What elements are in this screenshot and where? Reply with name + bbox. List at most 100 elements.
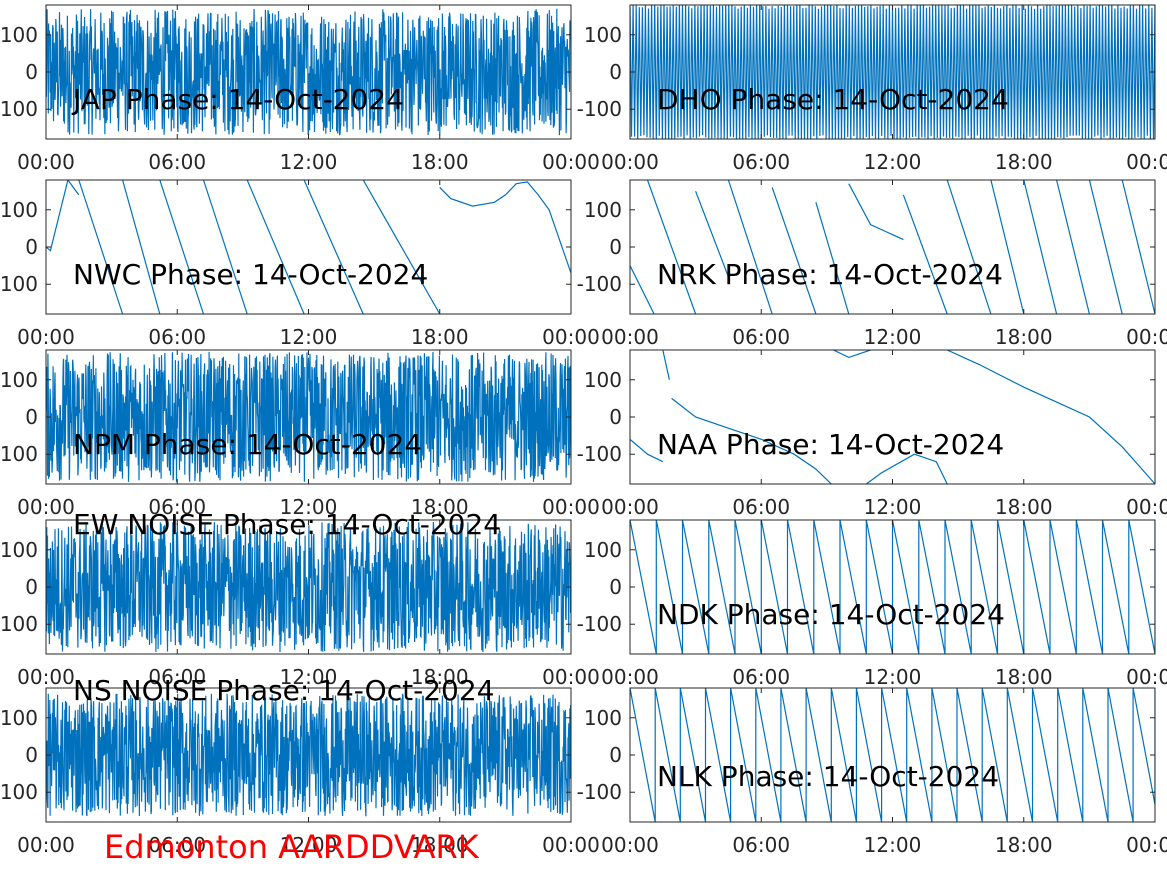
y-tick-label: 0: [609, 575, 622, 599]
x-tick-label: 00:00: [17, 833, 75, 857]
phase-panel-5: 100 0 -100 00:00 06:00 12:00 18:00 00:00 NPM Pha…: [0, 349, 600, 519]
x-tick-label: 06:00: [148, 665, 206, 689]
axes-box: [45, 179, 572, 315]
y-tick-label: 100: [0, 198, 38, 222]
x-tick-label: 00:00: [17, 150, 75, 174]
panel-title: NS NOISE Phase: 14-Oct-2024: [73, 674, 494, 707]
x-tick-label: 18:00: [995, 150, 1053, 174]
x-tick-label: 12:00: [864, 665, 922, 689]
phase-panel-3: 100 0 -100 00:00 06:00 12:00 18:00 00:00 NWC Pha…: [0, 179, 600, 349]
x-tick-label: 00:00: [542, 495, 600, 519]
x-tick-label: 00:00: [1126, 325, 1167, 349]
x-tick-label: 00:00: [1126, 150, 1167, 174]
y-tick-label: 0: [25, 405, 38, 429]
x-tick-label: 06:00: [732, 495, 790, 519]
x-tick-label: 06:00: [148, 495, 206, 519]
phase-series-line: [630, 180, 1155, 314]
x-tick-label: 00:00: [601, 833, 659, 857]
x-tick-label: 06:00: [732, 150, 790, 174]
y-tick-label: 0: [609, 743, 622, 767]
y-tick-label: -100: [0, 780, 38, 804]
x-tick-label: 12:00: [280, 325, 338, 349]
panel-title: DHO Phase: 14-Oct-2024: [657, 83, 1009, 116]
x-tick-label: 12:00: [864, 495, 922, 519]
phase-series-line: [630, 520, 1155, 654]
phase-panel-7: 100 0 -100 00:00 06:00 12:00 18:00 00:00 EW NOIS…: [0, 508, 600, 689]
phase-panel-10: 100 0 -100 00:00 06:00 12:00 18:00 00:00 NLK Pha…: [577, 687, 1167, 857]
panel-title: NWC Phase: 14-Oct-2024: [73, 258, 428, 291]
phase-series-line: [46, 180, 571, 314]
x-tick-label: 00:00: [1126, 833, 1167, 857]
x-tick-label: 18:00: [995, 833, 1053, 857]
y-tick-label: -100: [577, 97, 622, 121]
y-tick-label: 100: [584, 198, 622, 222]
x-tick-label: 18:00: [411, 833, 469, 857]
x-tick-label: 00:00: [542, 665, 600, 689]
phase-series-line: [46, 8, 571, 136]
y-tick-label: 0: [25, 743, 38, 767]
x-tick-label: 12:00: [864, 150, 922, 174]
x-tick-label: 06:00: [732, 833, 790, 857]
y-tick-label: 100: [584, 706, 622, 730]
phase-panel-2: 100 0 -100 00:00 06:00 12:00 18:00 00:00 DHO Pha…: [577, 4, 1167, 174]
axes-box: [629, 349, 1156, 485]
phase-panel-1: 100 0 -100 00:00 06:00 12:00 18:00 00:00 JAP Pha…: [0, 4, 600, 174]
panel-title: NDK Phase: 14-Oct-2024: [657, 598, 1005, 631]
y-tick-label: -100: [0, 272, 38, 296]
phase-series-line: [630, 5, 1155, 139]
axes-box: [629, 179, 1156, 315]
y-tick-label: 100: [584, 368, 622, 392]
phase-series-line: [46, 521, 571, 653]
x-tick-label: 00:00: [17, 325, 75, 349]
x-tick-label: 06:00: [148, 150, 206, 174]
y-tick-label: 100: [0, 538, 38, 562]
x-tick-label: 00:00: [17, 665, 75, 689]
y-tick-label: 0: [25, 575, 38, 599]
x-tick-label: 18:00: [411, 325, 469, 349]
x-tick-label: 06:00: [148, 833, 206, 857]
y-tick-label: 0: [609, 60, 622, 84]
x-tick-label: 12:00: [864, 325, 922, 349]
x-tick-label: 00:00: [601, 150, 659, 174]
phase-panel-4: 100 0 -100 00:00 06:00 12:00 18:00 00:00 NRK Pha…: [577, 179, 1167, 349]
x-tick-label: 00:00: [542, 150, 600, 174]
panel-title: NLK Phase: 14-Oct-2024: [657, 760, 999, 793]
panel-title: NPM Phase: 14-Oct-2024: [73, 428, 422, 461]
y-tick-label: -100: [577, 442, 622, 466]
x-tick-label: 12:00: [280, 833, 338, 857]
x-tick-label: 18:00: [411, 665, 469, 689]
panel-title: JAP Phase: 14-Oct-2024: [71, 83, 404, 116]
x-tick-label: 12:00: [280, 665, 338, 689]
x-tick-label: 18:00: [411, 495, 469, 519]
phase-panel-6: 100 0 -100 00:00 06:00 12:00 18:00 00:00 NAA Pha…: [577, 349, 1167, 519]
panel-title: NAA Phase: 14-Oct-2024: [657, 428, 1004, 461]
y-tick-label: 100: [584, 538, 622, 562]
x-tick-label: 06:00: [732, 325, 790, 349]
y-tick-label: 100: [0, 368, 38, 392]
x-tick-label: 18:00: [995, 325, 1053, 349]
x-tick-label: 12:00: [864, 833, 922, 857]
phase-series-line: [46, 351, 571, 483]
x-tick-label: 18:00: [995, 665, 1053, 689]
x-tick-label: 12:00: [280, 495, 338, 519]
y-tick-label: -100: [0, 612, 38, 636]
station-label: Edmonton AARDDVARK: [104, 828, 479, 866]
x-tick-label: 00:00: [601, 665, 659, 689]
phase-series-line: [630, 350, 1155, 484]
x-tick-label: 00:00: [1126, 495, 1167, 519]
y-tick-label: -100: [577, 612, 622, 636]
y-tick-label: 100: [584, 23, 622, 47]
x-tick-label: 00:00: [17, 495, 75, 519]
y-tick-label: 0: [25, 60, 38, 84]
phase-series-line: [630, 688, 1155, 822]
y-tick-label: 100: [0, 23, 38, 47]
x-tick-label: 00:00: [542, 325, 600, 349]
x-tick-label: 06:00: [148, 325, 206, 349]
x-tick-label: 18:00: [411, 150, 469, 174]
y-tick-label: -100: [577, 780, 622, 804]
phase-panel-9: 100 0 -100 00:00 06:00 12:00 18:00 00:00 NS NOIS…: [0, 674, 600, 857]
x-tick-label: 18:00: [995, 495, 1053, 519]
y-tick-label: 0: [609, 405, 622, 429]
x-tick-label: 00:00: [601, 495, 659, 519]
